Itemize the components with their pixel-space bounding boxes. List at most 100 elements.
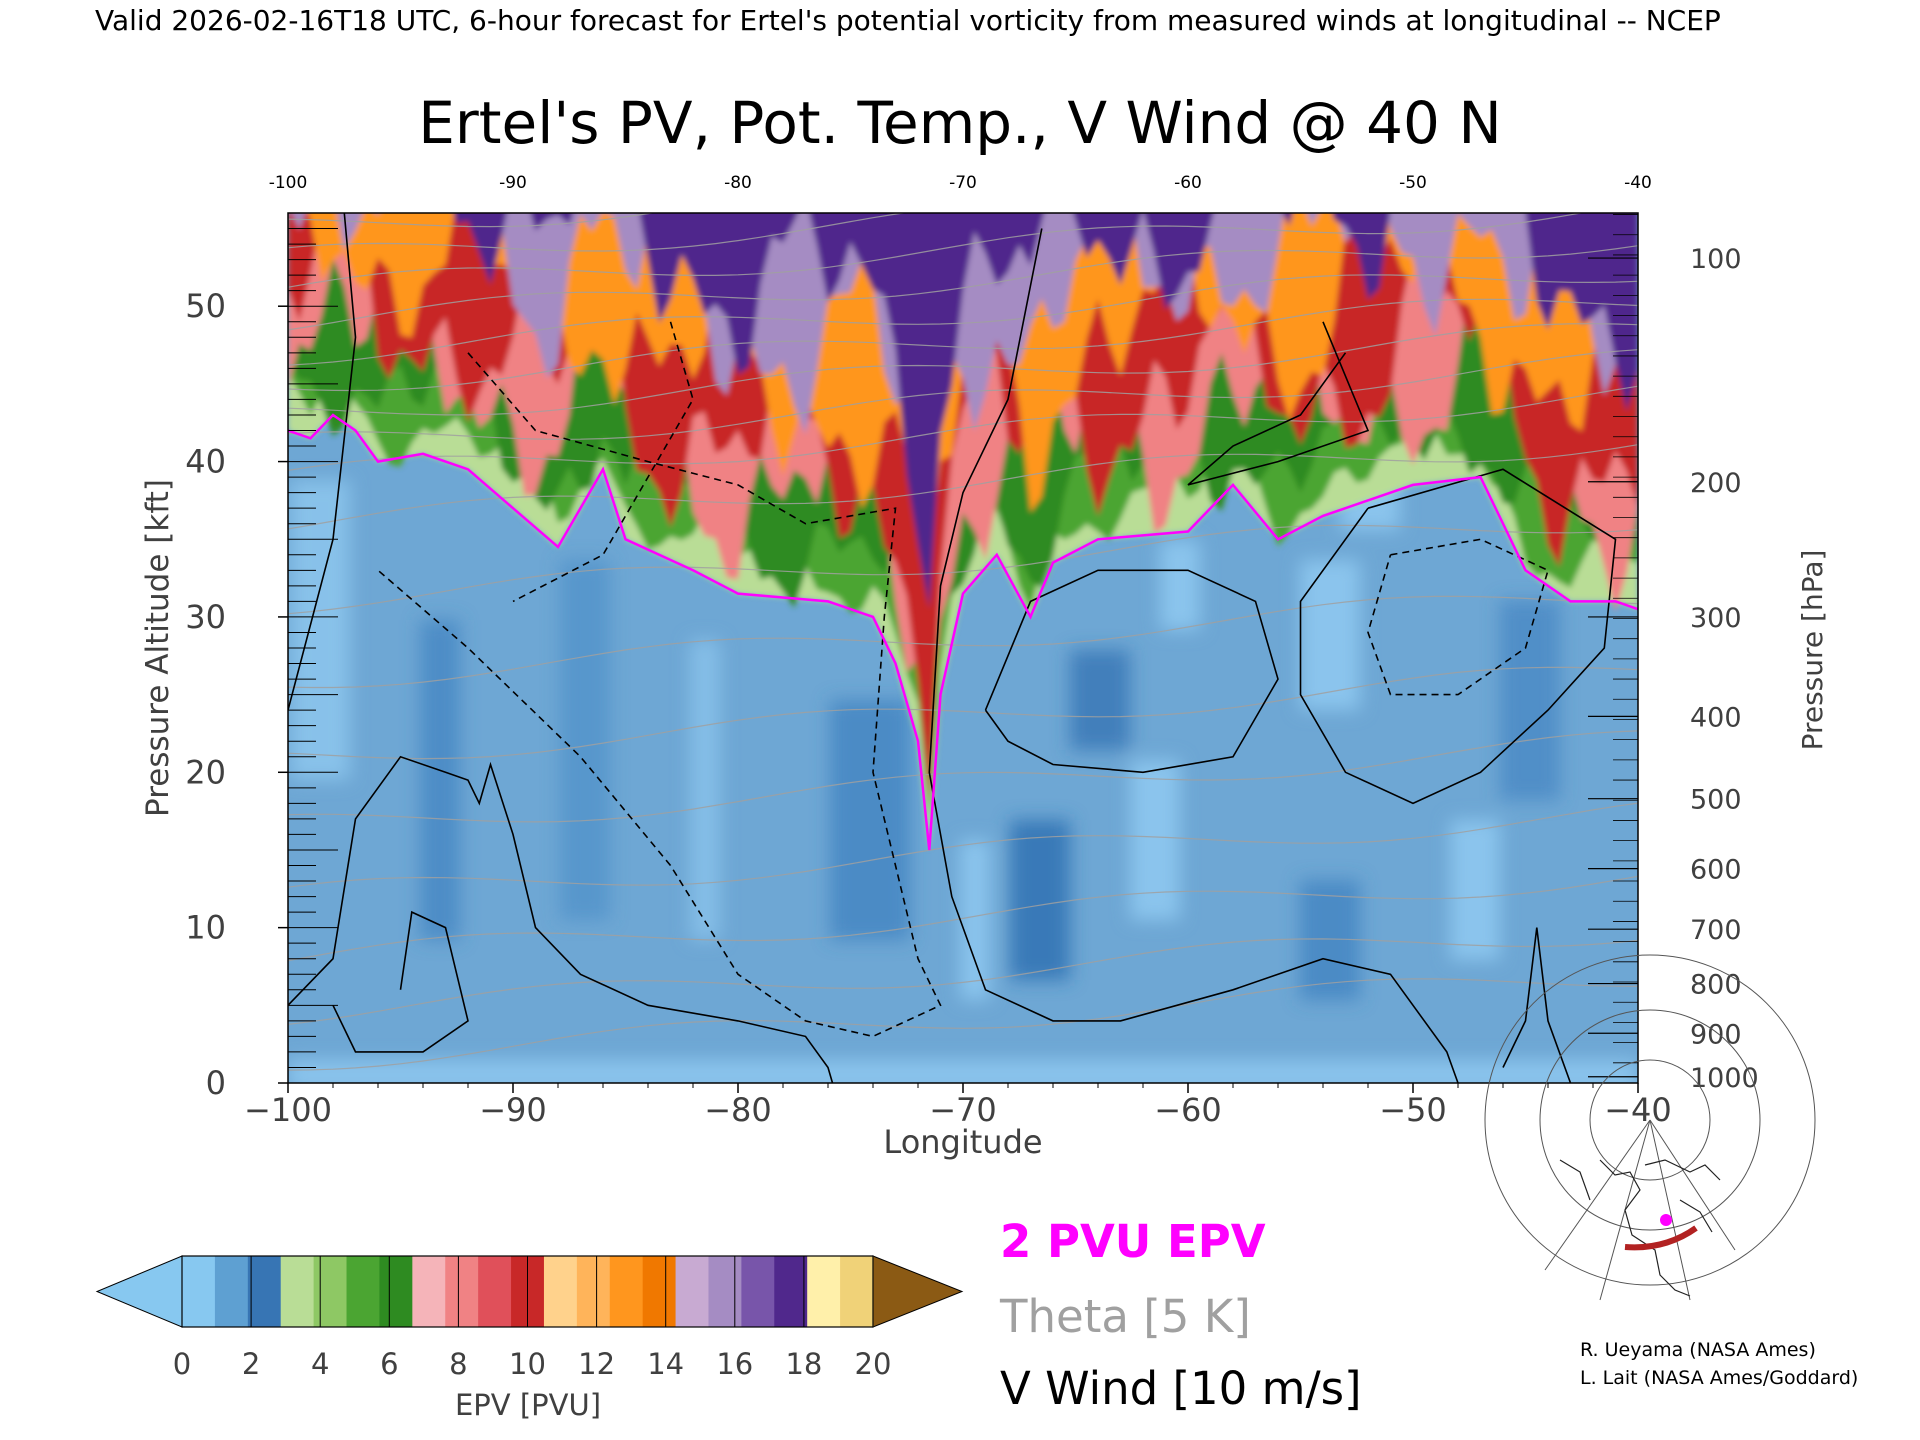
x-tick-label: −70 (929, 1091, 997, 1129)
colorbar-swatch (313, 1256, 348, 1327)
y-axis-right: 100 200 300 400 500 600 700 800 900 1000 (1588, 214, 1759, 1094)
x-top-tick-label: -80 (724, 173, 752, 193)
pressure-tick-label: 900 (1690, 1019, 1742, 1050)
colorbar-swatch (609, 1256, 644, 1327)
legend-vwind: V Wind [10 m/s] (1000, 1362, 1362, 1415)
vwind-contour (1187, 321, 1370, 486)
credit-line-1: R. Ueyama (NASA Ames) (1580, 1339, 1816, 1361)
vwind-contour (1299, 468, 1617, 805)
colorbar-swatch (543, 1256, 578, 1327)
colorbar-tick-label: 14 (647, 1347, 684, 1381)
colorbar-over-arrow (872, 1255, 964, 1328)
x-axis-label: Longitude (883, 1123, 1042, 1161)
pressure-tick-label: 100 (1690, 244, 1742, 275)
stratosphere-layer (453, 213, 1638, 609)
colorbar-tick-label: 6 (380, 1347, 398, 1381)
pressure-tick-label: 200 (1690, 468, 1742, 499)
colorbar-swatch (675, 1256, 710, 1327)
theta-isentrope (288, 298, 1638, 392)
y-tick-label: 50 (185, 287, 226, 325)
credit-line-2: L. Lait (NASA Ames/Goddard) (1580, 1367, 1859, 1389)
theta-isentrope (288, 978, 1638, 1071)
colorbar-swatch (346, 1256, 381, 1327)
legend-2pvu-epv: 2 PVU EPV (1000, 1215, 1266, 1268)
colorbar-label: EPV [PVU] (455, 1388, 601, 1422)
theta-isentrope (288, 213, 656, 228)
colorbar-frame (181, 1255, 874, 1328)
colorbar-swatch (774, 1256, 808, 1327)
vwind-contour (984, 569, 1279, 774)
theta-isentrope (288, 730, 1638, 823)
y-tick-label: 0 (206, 1064, 226, 1102)
colorbar-swatch (840, 1256, 874, 1327)
stratosphere-layer (291, 213, 1638, 567)
theta-isentrope (288, 323, 1638, 416)
y-axis-left: 0 10 20 30 40 50 (185, 212, 338, 1102)
vwind-contour (928, 228, 1459, 1083)
x-tick-label: −40 (1604, 1091, 1672, 1129)
pressure-tick-label: 500 (1690, 785, 1742, 816)
colorbar-swatch (247, 1256, 282, 1327)
theta-isentrope (288, 666, 1638, 760)
x-tick-label: −80 (704, 1091, 772, 1129)
y-tick-label: 20 (185, 753, 226, 791)
vwind-contour (288, 755, 834, 1083)
x-top-tick-label: -40 (1624, 173, 1652, 193)
vwind-contours (288, 213, 1617, 1083)
x-top-tick-label: -100 (269, 173, 308, 193)
theta-isentrope (288, 524, 1638, 615)
pressure-tick-label: 700 (1690, 915, 1742, 946)
inset-map (1484, 954, 1816, 1301)
colorbar: 0 2 4 6 8 10 12 14 16 18 20 (95, 1255, 964, 1381)
x-axis-top: -100 -90 -80 -70 -60 -50 -40 (269, 173, 1652, 193)
colorbar-swatch (576, 1256, 611, 1327)
x-top-tick-label: -60 (1174, 173, 1202, 193)
theta-isentrope (288, 274, 1638, 366)
theta-isentrope (288, 802, 1638, 888)
troposphere-texture (288, 470, 1638, 1083)
stratosphere-layer (308, 213, 1638, 558)
colorbar-tick-label: 16 (716, 1347, 753, 1381)
theta-isentrope (288, 245, 1638, 331)
colorbar-swatch (280, 1256, 315, 1327)
theta-isentrope (288, 938, 1638, 1025)
theta-isentrope (288, 385, 1638, 471)
chart-title: Ertel's PV, Pot. Temp., V Wind @ 40 N (418, 89, 1501, 157)
x-tick-label: −90 (479, 1091, 547, 1129)
theta-isentrope (288, 875, 1638, 962)
y-tick-label: 40 (185, 443, 226, 481)
pressure-tick-label: 800 (1690, 970, 1742, 1001)
tropopause-2pvu-line (288, 413, 1638, 851)
colorbar-swatch (807, 1256, 841, 1327)
colorbar-swatch (478, 1256, 512, 1327)
colorbar-swatch (708, 1256, 742, 1327)
colorbar-swatch (642, 1256, 677, 1327)
colorbar-swatch (412, 1256, 446, 1327)
y-tick-label: 30 (185, 598, 226, 636)
vwind-contour-negative (512, 321, 694, 603)
colorbar-tick-label: 0 (173, 1347, 191, 1381)
theta-contours (288, 213, 1638, 1071)
colorbar-tick-label: 8 (449, 1347, 467, 1381)
colorbar-tick-label: 2 (242, 1347, 260, 1381)
pressure-tick-label: 300 (1690, 603, 1742, 634)
colorbar-swatch (182, 1256, 216, 1327)
colorbar-swatch (379, 1256, 413, 1327)
inset-section-line (1624, 1225, 1698, 1251)
colorbar-tick-label: 20 (855, 1347, 892, 1381)
y-tick-label: 10 (185, 909, 226, 947)
y-axis-right-label: Pressure [hPa] (1796, 550, 1829, 751)
x-top-tick-label: -50 (1399, 173, 1427, 193)
colorbar-under-arrow (95, 1255, 183, 1328)
theta-isentrope (288, 349, 1638, 440)
plot-area (288, 213, 1638, 1083)
x-tick-label: −50 (1379, 1091, 1447, 1129)
colorbar-swatch (445, 1256, 479, 1327)
inset-location-marker (1660, 1214, 1672, 1226)
colorbar-tick-label: 10 (509, 1347, 546, 1381)
theta-isentrope (288, 595, 1638, 689)
colorbar-tick-label: 4 (311, 1347, 329, 1381)
pressure-tick-label: 600 (1690, 855, 1742, 886)
theta-isentrope (288, 213, 1585, 288)
